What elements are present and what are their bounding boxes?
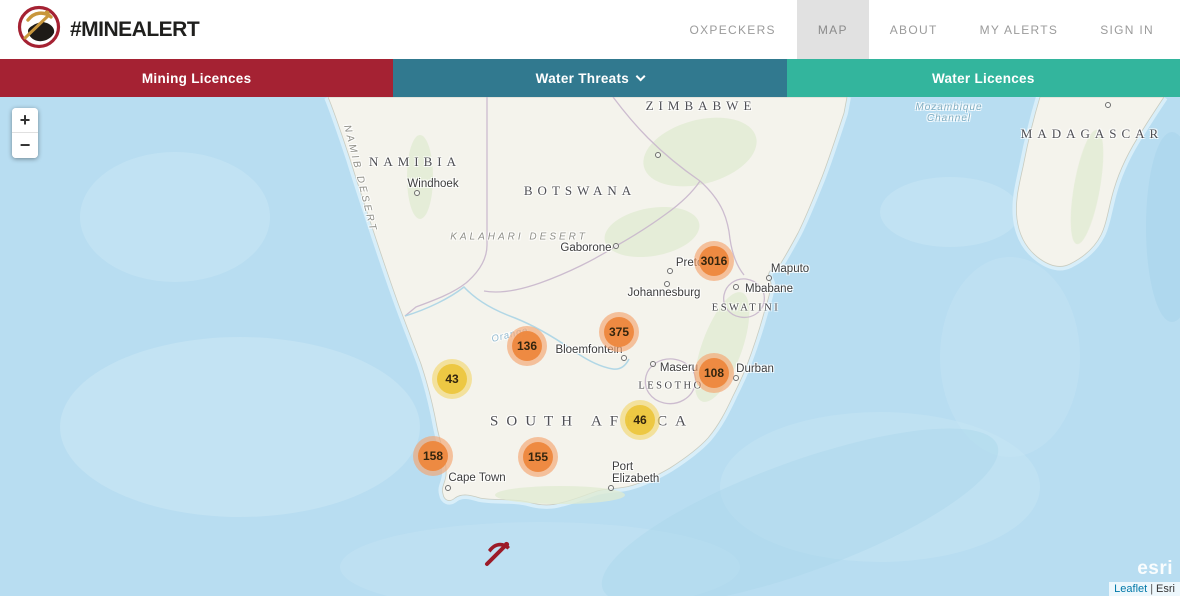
city-dot: [733, 284, 739, 290]
city-dot: [733, 375, 739, 381]
city-dot: [650, 361, 656, 367]
city-dot: [608, 485, 614, 491]
city-dot: [445, 485, 451, 491]
cluster-count: 136: [516, 339, 538, 353]
zoom-control: + −: [12, 108, 38, 158]
city-label: Windhoek: [407, 178, 459, 190]
cluster-marker-46[interactable]: 46: [620, 400, 660, 440]
city-label: Johannesburg: [627, 287, 701, 299]
nav-item-my-alerts[interactable]: MY ALERTS: [979, 22, 1059, 37]
cluster-marker-43[interactable]: 43: [432, 359, 472, 399]
city-label: Maputo: [770, 263, 810, 275]
attribution-separator: |: [1150, 583, 1154, 595]
basemap: [60, 97, 1180, 596]
city-dot: [664, 281, 670, 287]
pickaxe-marker[interactable]: [481, 537, 513, 569]
brand-logo[interactable]: #MINEALERT: [0, 0, 200, 59]
cluster-marker-108[interactable]: 108: [694, 353, 734, 393]
top-nav: OXPECKERS MAP ABOUT MY ALERTS SIGN IN: [668, 0, 1180, 59]
cluster-marker-158[interactable]: 158: [413, 436, 453, 476]
header: #MINEALERT OXPECKERS MAP ABOUT MY ALERTS…: [0, 0, 1180, 59]
city-label: Durban: [736, 363, 774, 375]
cluster-marker-3016[interactable]: 3016: [694, 241, 734, 281]
city-label: Mbabane: [745, 283, 793, 295]
tab-mining-licences[interactable]: Mining Licences: [0, 59, 394, 97]
leaflet-link[interactable]: Leaflet: [1114, 583, 1148, 595]
nav-item-about[interactable]: ABOUT: [889, 22, 938, 37]
brand-title: #MINEALERT: [70, 17, 200, 41]
cluster-count: 375: [608, 325, 630, 339]
city-dot: [414, 190, 420, 196]
zoom-out-button[interactable]: −: [12, 133, 38, 158]
minealert-logo-icon: [16, 4, 62, 55]
city-label: Port Elizabeth: [612, 461, 660, 485]
city-dot: [613, 243, 619, 249]
cluster-marker-375[interactable]: 375: [599, 312, 639, 352]
tab-mining-licences-label: Mining Licences: [141, 70, 252, 86]
city-dot: [621, 355, 627, 361]
layer-tabbar: Mining Licences Water Threats Water Lice…: [0, 59, 1180, 97]
city-label: Maseru: [659, 362, 699, 374]
city-label: Cape Town: [448, 472, 506, 484]
cluster-marker-136[interactable]: 136: [507, 326, 547, 366]
city-dot: [667, 268, 673, 274]
cluster-count: 108: [703, 366, 725, 380]
tab-water-licences-label: Water Licences: [931, 70, 1035, 86]
nav-item-sign-in[interactable]: SIGN IN: [1100, 22, 1154, 37]
city-label: Gaborone: [560, 242, 612, 254]
chevron-down-icon: [635, 71, 646, 82]
orange-river: [404, 285, 630, 370]
cluster-count: 46: [633, 413, 647, 427]
esri-link[interactable]: Esri: [1156, 583, 1175, 595]
nav-item-map[interactable]: MAP: [796, 0, 869, 59]
tab-water-licences[interactable]: Water Licences: [786, 59, 1180, 97]
tab-water-threats-label: Water Threats: [535, 70, 630, 86]
map-attribution: Leaflet | Esri: [1109, 582, 1180, 596]
leaflet-map[interactable]: NAMIBIA BOTSWANA ZIMBABWE SOUTH AFRICA E…: [0, 97, 1180, 596]
city-dot: [1105, 102, 1111, 108]
tab-water-threats[interactable]: Water Threats: [393, 59, 787, 97]
cluster-marker-155[interactable]: 155: [518, 437, 558, 477]
city-dot: [655, 152, 661, 158]
cluster-count: 158: [422, 449, 444, 463]
cluster-count: 155: [527, 450, 549, 464]
cluster-count: 3016: [700, 254, 728, 268]
nav-item-oxpeckers[interactable]: OXPECKERS: [689, 22, 776, 37]
esri-watermark: esri: [1137, 558, 1173, 579]
cluster-count: 43: [445, 372, 459, 386]
city-dot: [766, 275, 772, 281]
zoom-in-button[interactable]: +: [12, 108, 38, 133]
